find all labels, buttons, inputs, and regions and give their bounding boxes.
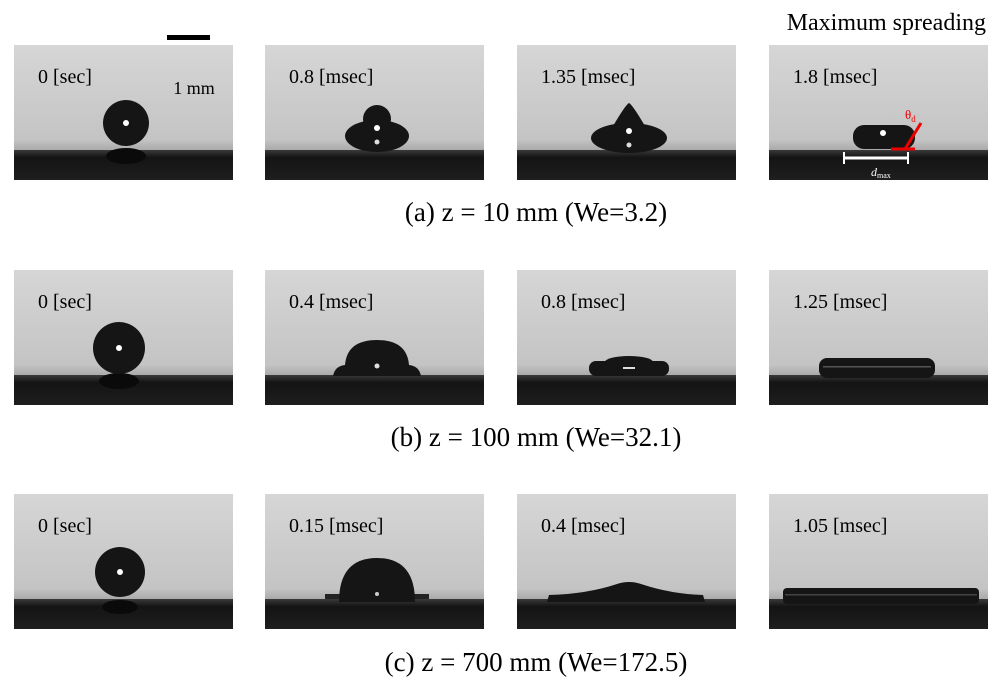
figure: Maximum spreading 0 [sec] 1 mm 0.8 [msec] 1… bbox=[0, 0, 998, 682]
photo-panel: 0 [sec] bbox=[14, 494, 233, 629]
caption: (b) z = 100 mm (We=32.1) bbox=[391, 422, 682, 452]
highlight bbox=[375, 140, 380, 145]
droplet bbox=[819, 358, 935, 378]
highlight bbox=[823, 366, 931, 368]
highlight bbox=[116, 345, 122, 351]
photo-panel: 0.8 [msec] bbox=[517, 270, 736, 405]
highlight bbox=[375, 364, 380, 369]
header: Maximum spreading bbox=[787, 10, 986, 36]
photo-panel: 0 [sec] bbox=[14, 270, 233, 405]
time-label: 1.8 [msec] bbox=[793, 66, 877, 88]
photo-panel: 0.4 [msec] bbox=[265, 270, 484, 405]
highlight bbox=[374, 125, 380, 131]
caption: (c) z = 700 mm (We=172.5) bbox=[385, 647, 688, 677]
reflection bbox=[106, 148, 146, 164]
substrate bbox=[517, 599, 736, 629]
reflection bbox=[102, 600, 138, 614]
theta-sub: d bbox=[911, 114, 916, 124]
substrate bbox=[265, 375, 484, 405]
scale-bar bbox=[167, 35, 210, 40]
substrate bbox=[517, 375, 736, 405]
scale-label: 1 mm bbox=[173, 78, 215, 98]
highlight bbox=[880, 130, 886, 136]
highlight bbox=[123, 120, 129, 126]
time-label: 0.8 [msec] bbox=[289, 66, 373, 88]
highlight bbox=[623, 367, 635, 369]
time-label: 0.4 [msec] bbox=[541, 515, 625, 537]
time-label: 0.15 [msec] bbox=[289, 515, 383, 537]
time-label: 0 [sec] bbox=[38, 515, 92, 537]
time-label: 1.35 [msec] bbox=[541, 66, 635, 88]
highlight bbox=[627, 143, 632, 148]
photo-panel: 1.35 [msec] bbox=[517, 45, 736, 180]
time-label: 0.8 [msec] bbox=[541, 291, 625, 313]
time-label: 1.25 [msec] bbox=[793, 291, 887, 313]
photo-panel: 0.8 [msec] bbox=[265, 45, 484, 180]
photo-panel: 0.4 [msec] bbox=[517, 494, 736, 629]
dmax-sub: max bbox=[877, 171, 891, 180]
photo-panel: 1.25 [msec] bbox=[769, 270, 988, 405]
time-label: 0 [sec] bbox=[38, 66, 92, 88]
caption: (a) z = 10 mm (We=3.2) bbox=[405, 197, 667, 227]
time-label: 0.4 [msec] bbox=[289, 291, 373, 313]
substrate bbox=[769, 375, 988, 405]
substrate bbox=[265, 599, 484, 629]
highlight bbox=[375, 592, 379, 596]
photo-panel: 1.05 [msec] bbox=[769, 494, 988, 629]
time-label: 1.05 [msec] bbox=[793, 515, 887, 537]
highlight bbox=[626, 128, 632, 134]
droplet bbox=[605, 356, 653, 368]
photo-panel: 0 [sec] 1 mm bbox=[14, 35, 233, 180]
reflection bbox=[99, 373, 139, 389]
substrate bbox=[265, 150, 484, 180]
time-label: 0 [sec] bbox=[38, 291, 92, 313]
highlight bbox=[117, 569, 123, 575]
highlight bbox=[785, 594, 977, 596]
substrate bbox=[517, 150, 736, 180]
photo-panel: 0.15 [msec] bbox=[265, 494, 484, 629]
droplet bbox=[783, 588, 979, 604]
